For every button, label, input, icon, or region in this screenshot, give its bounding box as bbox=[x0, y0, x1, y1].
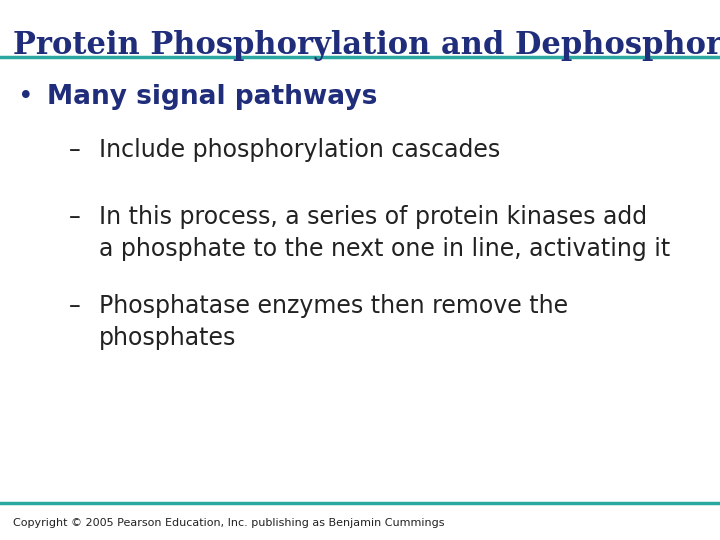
Text: In this process, a series of protein kinases add
a phosphate to the next one in : In this process, a series of protein kin… bbox=[99, 205, 670, 261]
Text: –: – bbox=[68, 205, 80, 229]
Text: Protein Phosphorylation and Dephosphorylation: Protein Phosphorylation and Dephosphoryl… bbox=[13, 30, 720, 60]
Text: –: – bbox=[68, 138, 80, 161]
Text: •: • bbox=[18, 84, 34, 110]
Text: Many signal pathways: Many signal pathways bbox=[47, 84, 377, 110]
Text: Phosphatase enzymes then remove the
phosphates: Phosphatase enzymes then remove the phos… bbox=[99, 294, 569, 350]
Text: Include phosphorylation cascades: Include phosphorylation cascades bbox=[99, 138, 500, 161]
Text: –: – bbox=[68, 294, 80, 318]
Text: Copyright © 2005 Pearson Education, Inc. publishing as Benjamin Cummings: Copyright © 2005 Pearson Education, Inc.… bbox=[13, 518, 444, 528]
